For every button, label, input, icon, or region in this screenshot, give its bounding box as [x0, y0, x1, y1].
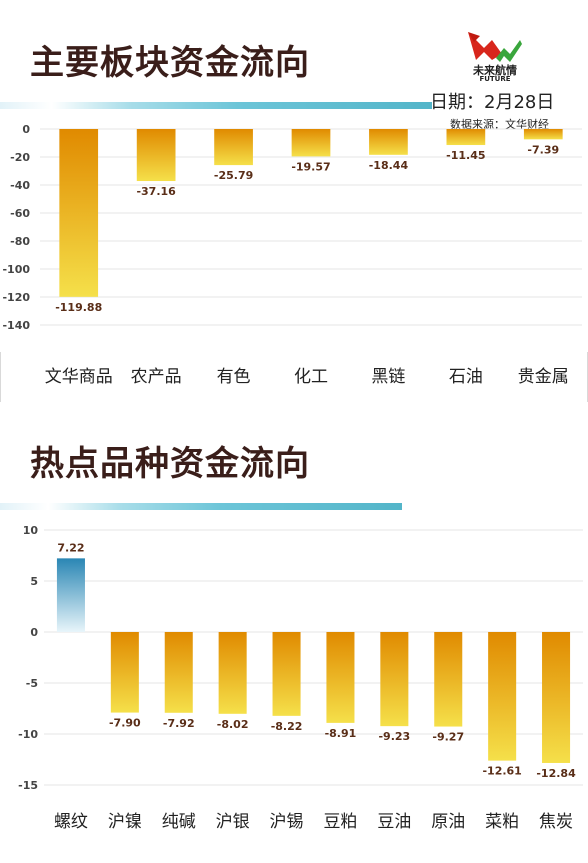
logo-subtitle: FUTURE: [479, 75, 511, 83]
logo-name: 未来航情: [473, 64, 517, 77]
data-label: -8.22: [271, 720, 303, 733]
category-label: 化工: [294, 367, 328, 387]
panel-edge: [0, 352, 1, 402]
data-label: -12.84: [536, 767, 576, 780]
y-tick-label: -60: [10, 207, 30, 220]
data-label: -11.45: [446, 149, 485, 162]
category-label: 贵金属: [518, 367, 569, 387]
bar-沪锡: [272, 632, 301, 716]
category-label: 原油: [431, 812, 465, 832]
y-tick-label: -80: [10, 235, 30, 248]
section-title-hot-products: 热点品种资金流向: [30, 444, 310, 484]
bar-沪银: [218, 632, 247, 714]
category-label: 黑链: [371, 367, 405, 387]
y-tick-label: -5: [26, 677, 38, 690]
data-label: -7.90: [109, 717, 141, 730]
bar-螺纹: [56, 558, 85, 632]
data-label: -25.79: [214, 169, 253, 182]
category-label: 沪镍: [108, 812, 142, 832]
y-tick-label: -100: [2, 263, 30, 276]
y-tick-label: -120: [2, 291, 30, 304]
logo-icon: [468, 32, 522, 62]
bar-原油: [434, 632, 463, 727]
y-tick-label: -140: [2, 319, 30, 332]
bar-豆油: [380, 632, 409, 727]
bar-化工: [291, 129, 331, 157]
data-label: -12.61: [482, 765, 521, 778]
category-label: 农产品: [131, 367, 182, 387]
data-label: -119.88: [55, 301, 102, 314]
data-label: -8.91: [325, 727, 357, 740]
bar-黑链: [369, 129, 408, 155]
category-label: 沪银: [216, 812, 250, 832]
bar-纯碱: [164, 632, 193, 713]
category-label: 豆油: [377, 812, 411, 832]
sector-fund-flow-chart: 0 -20 -40 -60 -80 -100 -120 -140 -119.88 文华商品 -37.…: [2, 123, 582, 387]
data-label: -37.16: [136, 185, 176, 198]
y-tick-label: -15: [18, 779, 38, 792]
title-underline-bar: [0, 503, 402, 510]
bar-石油: [446, 129, 486, 146]
category-label: 有色: [217, 367, 251, 387]
category-label: 焦炭: [539, 812, 573, 832]
data-label: -8.02: [217, 718, 249, 731]
category-label: 菜粕: [485, 812, 519, 832]
category-label: 文华商品: [45, 367, 113, 387]
bar-豆粕: [326, 632, 355, 723]
y-tick-label: -10: [18, 728, 38, 741]
y-tick-label: 0: [30, 626, 38, 639]
y-tick-label: -40: [10, 179, 30, 192]
bar-沪镍: [110, 632, 139, 713]
bar-有色: [214, 129, 253, 166]
y-tick-label: -20: [10, 151, 30, 164]
category-label: 沪锡: [270, 812, 304, 832]
category-label: 豆粕: [323, 812, 357, 832]
data-label: -7.39: [527, 143, 559, 156]
bar-贵金属: [523, 129, 563, 140]
category-label: 纯碱: [162, 812, 196, 832]
data-label: -9.27: [432, 731, 464, 744]
category-label: 螺纹: [54, 812, 88, 832]
data-source-label: 数据来源：文华财经: [450, 118, 549, 131]
y-tick-label: 0: [22, 123, 30, 136]
category-label: 石油: [449, 367, 483, 387]
data-label: -18.44: [369, 159, 409, 172]
data-label: -9.23: [378, 730, 410, 743]
bar-农产品: [136, 129, 176, 182]
data-label: -19.57: [291, 160, 330, 173]
hot-product-fund-flow-chart: 10 5 0 -5 -10 -15 7.22 螺纹 -7.90 沪镍 -7.92 纯碱 -8.02 沪银 -…: [18, 524, 583, 832]
section-title-sectors: 主要板块资金流向: [30, 43, 310, 83]
title-underline-bar: [0, 102, 432, 109]
bar-文华商品: [59, 129, 99, 297]
y-tick-label: 5: [30, 575, 38, 588]
y-tick-label: 10: [23, 524, 39, 537]
data-label: 7.22: [57, 541, 84, 554]
bar-焦炭: [542, 632, 571, 763]
bar-菜粕: [488, 632, 517, 761]
date-label: 日期：2月28日: [430, 92, 555, 113]
data-label: -7.92: [163, 717, 195, 730]
